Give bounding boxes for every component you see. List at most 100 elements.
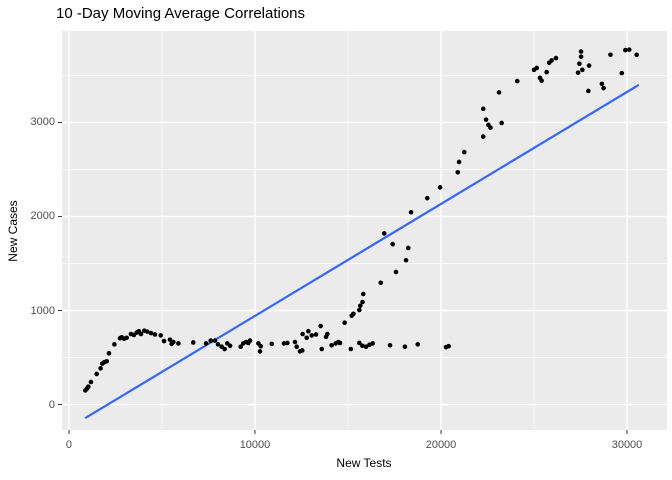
data-point [360, 291, 366, 297]
data-point [480, 134, 486, 139]
data-point [403, 257, 409, 263]
data-point [586, 63, 592, 68]
data-point [577, 61, 582, 67]
data-point [313, 332, 319, 337]
x-tick-label: 20000 [425, 439, 457, 451]
data-point [351, 311, 356, 317]
data-point [405, 245, 411, 251]
data-point [549, 58, 554, 63]
data-point [318, 323, 323, 329]
y-axis-title: New Cases [6, 200, 20, 262]
data-point [619, 70, 625, 76]
data-point [86, 384, 91, 389]
data-point [390, 241, 395, 247]
data-point [578, 49, 584, 54]
data-point [325, 331, 330, 337]
data-point [601, 85, 606, 91]
data-point [599, 81, 605, 87]
data-point [357, 307, 362, 313]
x-tick-label: 10000 [239, 439, 271, 451]
data-point [269, 341, 275, 347]
data-point [634, 52, 639, 58]
data-point [138, 331, 144, 337]
y-tick-label: 3000 [30, 116, 55, 129]
data-point [258, 343, 264, 349]
data-point [203, 341, 209, 346]
data-point [586, 88, 591, 94]
data-point [319, 346, 325, 352]
data-point [329, 342, 334, 348]
data-point [357, 303, 363, 309]
data-point [360, 299, 365, 305]
data-point [212, 338, 218, 343]
data-point [378, 280, 384, 286]
data-point [98, 366, 103, 371]
data-point [190, 340, 196, 345]
data-point [623, 47, 628, 53]
data-point [578, 54, 584, 59]
data-point [106, 350, 112, 356]
data-point [176, 341, 181, 346]
x-tick-label: 0 [65, 439, 73, 451]
data-point [124, 335, 129, 341]
data-point [357, 340, 362, 346]
data-point [626, 47, 632, 52]
data-point [342, 320, 347, 326]
data-point [480, 106, 486, 112]
data-point [309, 333, 315, 338]
data-point [544, 69, 549, 75]
data-point [285, 340, 290, 346]
data-point [608, 52, 613, 58]
x-axis-title-text: New Tests [336, 456, 392, 470]
data-point [363, 344, 369, 350]
data-point [370, 341, 376, 346]
data-point [281, 341, 287, 346]
data-point [148, 330, 154, 336]
data-point [534, 65, 540, 71]
data-point [145, 329, 150, 334]
data-point [152, 332, 158, 337]
data-point [402, 344, 408, 350]
data-point [306, 328, 311, 334]
data-point [112, 342, 117, 347]
data-point [461, 149, 467, 155]
trend-line [84, 84, 640, 419]
y-tick-label: 2000 [30, 210, 55, 223]
data-point [227, 343, 233, 349]
data-point [424, 195, 430, 201]
data-point [299, 348, 305, 353]
data-point [247, 338, 253, 343]
data-point [553, 55, 559, 61]
data-point [94, 371, 100, 377]
data-point [456, 159, 462, 165]
data-point [408, 209, 414, 215]
data-point [304, 335, 310, 341]
data-point [158, 333, 163, 338]
data-point [300, 331, 305, 337]
chart-title: 10 -Day Moving Average Correlations [56, 5, 306, 22]
data-point [222, 346, 227, 352]
data-point [171, 339, 176, 345]
x-tick-label: 30000 [611, 439, 643, 451]
data-point [580, 67, 585, 73]
data-point [514, 78, 520, 84]
data-point [381, 231, 387, 236]
data-point [238, 344, 243, 350]
data-point [348, 346, 354, 352]
data-point [337, 340, 343, 346]
y-tick-label: 0 [48, 398, 55, 411]
data-point [161, 338, 167, 344]
data-point [88, 379, 94, 385]
data-point [437, 185, 443, 190]
data-point [539, 78, 544, 83]
data-point [575, 70, 581, 75]
data-point [292, 339, 298, 345]
panel-background [62, 31, 667, 430]
data-point [387, 342, 393, 348]
data-point [488, 125, 493, 130]
data-point [294, 344, 299, 350]
data-point [415, 342, 421, 347]
data-point [257, 349, 263, 354]
data-point [496, 90, 502, 95]
